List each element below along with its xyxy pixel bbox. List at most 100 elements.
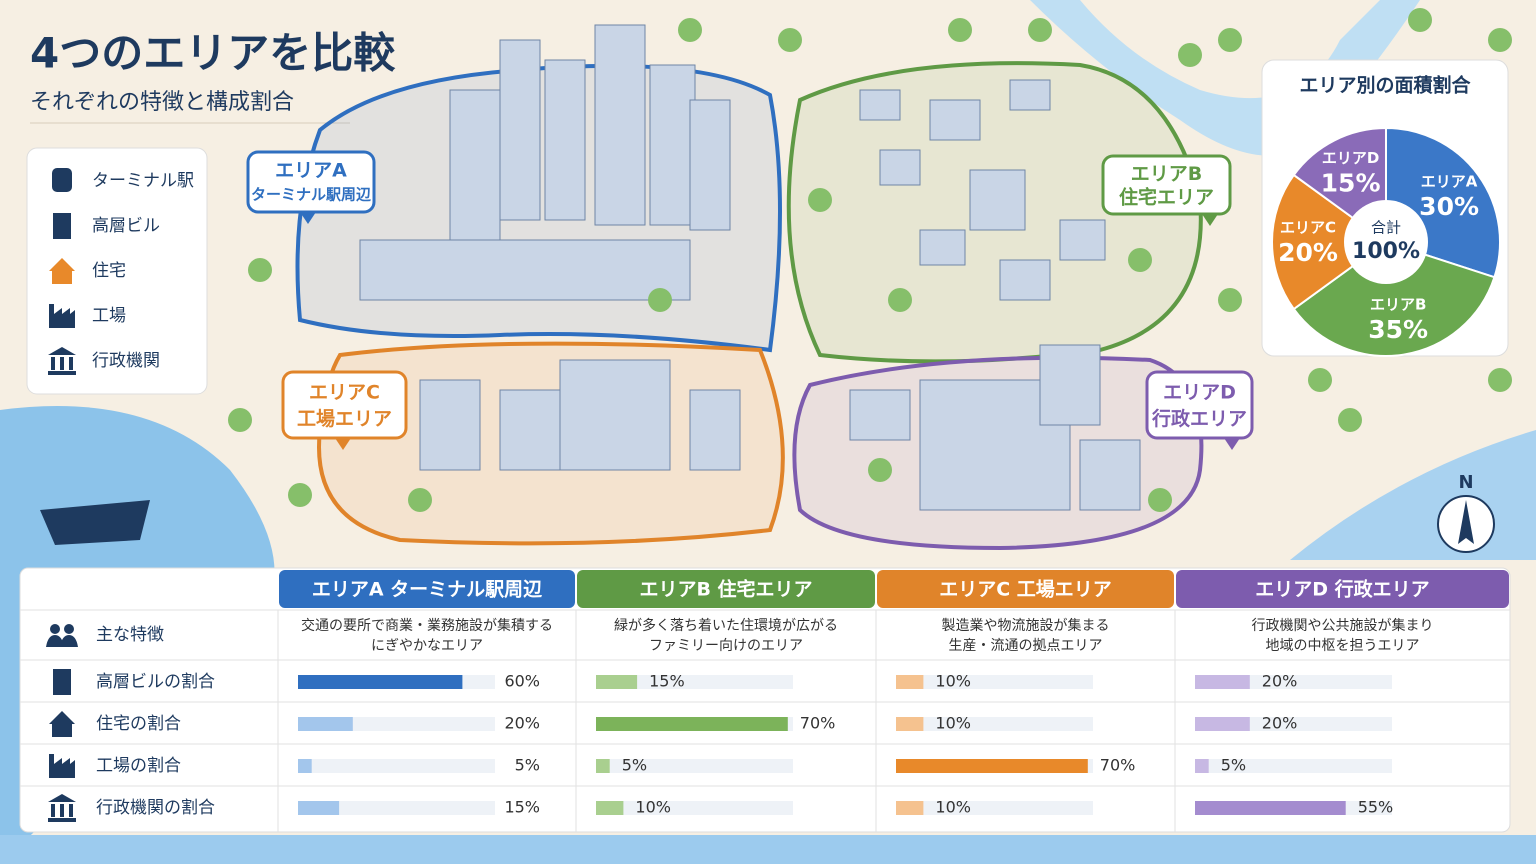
- building: [559, 359, 671, 471]
- feature-text: ファミリー向けのエリア: [649, 638, 803, 654]
- icon-house: [49, 258, 75, 284]
- icon-building: [53, 669, 71, 695]
- bar-track: [896, 801, 1093, 815]
- legend-box: [26, 147, 208, 395]
- building: [919, 229, 966, 266]
- bar: [1195, 675, 1250, 689]
- bar: [1195, 801, 1346, 815]
- bar-track: [596, 801, 793, 815]
- bar: [596, 759, 610, 773]
- building: [999, 259, 1051, 301]
- building: [689, 99, 731, 231]
- bar-value-label: 20%: [504, 714, 540, 733]
- icon-factory: [49, 304, 75, 328]
- legend-label: 住宅: [92, 261, 126, 281]
- pie-value-label: 20%: [1278, 238, 1338, 267]
- icon-factory: [49, 754, 75, 778]
- building: [689, 389, 741, 471]
- tree: [1218, 288, 1242, 312]
- building: [849, 389, 911, 441]
- building: [879, 149, 921, 186]
- pie-category: エリアA: [1421, 173, 1478, 191]
- column-header-label: エリアA ターミナル駅周辺: [312, 579, 542, 601]
- tree: [1408, 8, 1432, 32]
- tree: [1338, 408, 1362, 432]
- icon-building: [53, 213, 71, 239]
- area-name: エリアC: [309, 382, 380, 404]
- tree: [408, 488, 432, 512]
- tree: [778, 28, 802, 52]
- area-tag: [1145, 370, 1254, 440]
- area-tag: [1101, 154, 1232, 216]
- column-header: [877, 570, 1174, 608]
- area-name: エリアD: [1163, 382, 1236, 404]
- bar-track: [1195, 759, 1392, 773]
- tree: [868, 458, 892, 482]
- legend-label: 行政機関: [92, 351, 160, 371]
- bar: [596, 675, 638, 689]
- tree: [1308, 368, 1332, 392]
- bar-value-label: 70%: [800, 714, 836, 733]
- bar-value-label: 15%: [504, 798, 540, 817]
- building: [929, 99, 981, 141]
- sea: [0, 835, 1536, 864]
- feature-text: にぎやかなエリア: [371, 638, 483, 654]
- pie-center: [1344, 200, 1428, 284]
- pie-category: エリアB: [1370, 296, 1426, 314]
- feature-text: 製造業や物流施設が集まる: [942, 617, 1110, 634]
- icon-house: [49, 711, 75, 737]
- bar: [298, 675, 463, 689]
- pie-value-label: 30%: [1419, 192, 1479, 221]
- area-tag-pointer: [1224, 438, 1240, 450]
- building: [1009, 79, 1051, 111]
- bar-track: [596, 675, 793, 689]
- column-header-label: エリアD 行政エリア: [1255, 578, 1429, 601]
- row-label: 工場の割合: [96, 756, 181, 776]
- pie-slice: [1292, 240, 1496, 357]
- tree: [1488, 28, 1512, 52]
- icon-government: [48, 347, 76, 375]
- building: [1059, 219, 1106, 261]
- row-label: 高層ビルの割合: [96, 672, 215, 692]
- area-tag-pointer: [335, 438, 351, 450]
- tree: [1028, 18, 1052, 42]
- tree: [248, 258, 272, 282]
- column-header: [1176, 570, 1509, 608]
- tree: [1128, 248, 1152, 272]
- title: 4つのエリアを比較: [30, 29, 396, 78]
- tree: [1488, 368, 1512, 392]
- building: [449, 89, 501, 241]
- bar-value-label: 5%: [1221, 756, 1246, 775]
- bar-value-label: 60%: [504, 672, 540, 691]
- subtitle: それぞれの特徴と構成割合: [30, 90, 294, 115]
- bar: [298, 801, 340, 815]
- building: [649, 64, 696, 226]
- tree: [1148, 488, 1172, 512]
- bar-value-label: 15%: [649, 672, 685, 691]
- bar: [596, 801, 624, 815]
- icon-train: [52, 168, 72, 192]
- bar-track: [298, 759, 495, 773]
- bar-value-label: 20%: [1262, 714, 1298, 733]
- icon-people: [46, 624, 78, 647]
- building: [499, 39, 541, 221]
- building: [359, 239, 691, 301]
- pie-center-value: 100%: [1352, 239, 1420, 264]
- bar-value-label: 20%: [1262, 672, 1298, 691]
- pie-value-label: 15%: [1321, 169, 1381, 198]
- tree: [948, 18, 972, 42]
- area-subtitle: 工場エリア: [297, 408, 392, 430]
- pie-value-label: 35%: [1368, 315, 1428, 344]
- tree: [228, 408, 252, 432]
- tree: [1218, 28, 1242, 52]
- bar-value-label: 10%: [935, 714, 971, 733]
- feature-text: 緑が多く落ち着いた住環境が広がる: [614, 617, 838, 634]
- icon-government: [48, 794, 76, 822]
- building: [859, 89, 901, 121]
- bar: [896, 759, 1088, 773]
- column-header: [279, 570, 575, 608]
- area-subtitle: 行政エリア: [1151, 407, 1247, 430]
- bar: [298, 717, 353, 731]
- feature-text: 地域の中枢を担うエリア: [1266, 638, 1420, 654]
